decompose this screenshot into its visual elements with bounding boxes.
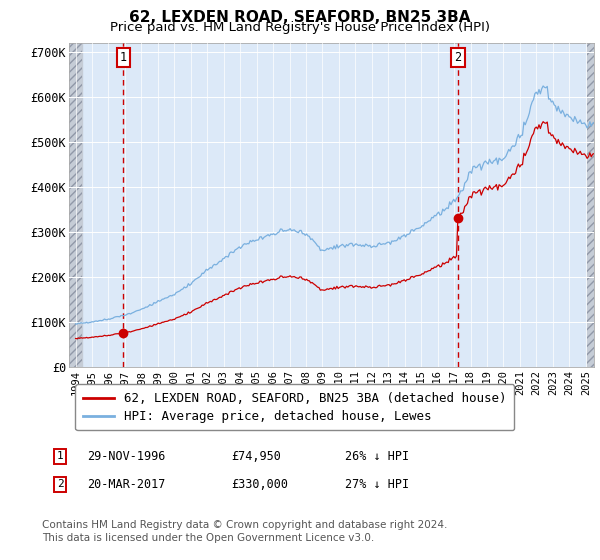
Text: Price paid vs. HM Land Registry's House Price Index (HPI): Price paid vs. HM Land Registry's House … (110, 21, 490, 34)
Legend: 62, LEXDEN ROAD, SEAFORD, BN25 3BA (detached house), HPI: Average price, detache: 62, LEXDEN ROAD, SEAFORD, BN25 3BA (deta… (75, 384, 514, 431)
Text: 29-NOV-1996: 29-NOV-1996 (87, 450, 166, 463)
Text: 2: 2 (454, 51, 461, 64)
Text: 20-MAR-2017: 20-MAR-2017 (87, 478, 166, 491)
Bar (69, 43, 82, 367)
Text: 1: 1 (120, 51, 127, 64)
Text: 27% ↓ HPI: 27% ↓ HPI (345, 478, 409, 491)
Text: 2: 2 (56, 479, 64, 489)
Text: £74,950: £74,950 (231, 450, 281, 463)
Text: Contains HM Land Registry data © Crown copyright and database right 2024.
This d: Contains HM Land Registry data © Crown c… (42, 520, 448, 543)
Text: 62, LEXDEN ROAD, SEAFORD, BN25 3BA: 62, LEXDEN ROAD, SEAFORD, BN25 3BA (129, 10, 471, 25)
Text: £330,000: £330,000 (231, 478, 288, 491)
Bar (69, 43, 82, 367)
Text: 26% ↓ HPI: 26% ↓ HPI (345, 450, 409, 463)
Text: 1: 1 (56, 451, 64, 461)
Bar (587, 43, 594, 367)
Bar (587, 43, 594, 367)
